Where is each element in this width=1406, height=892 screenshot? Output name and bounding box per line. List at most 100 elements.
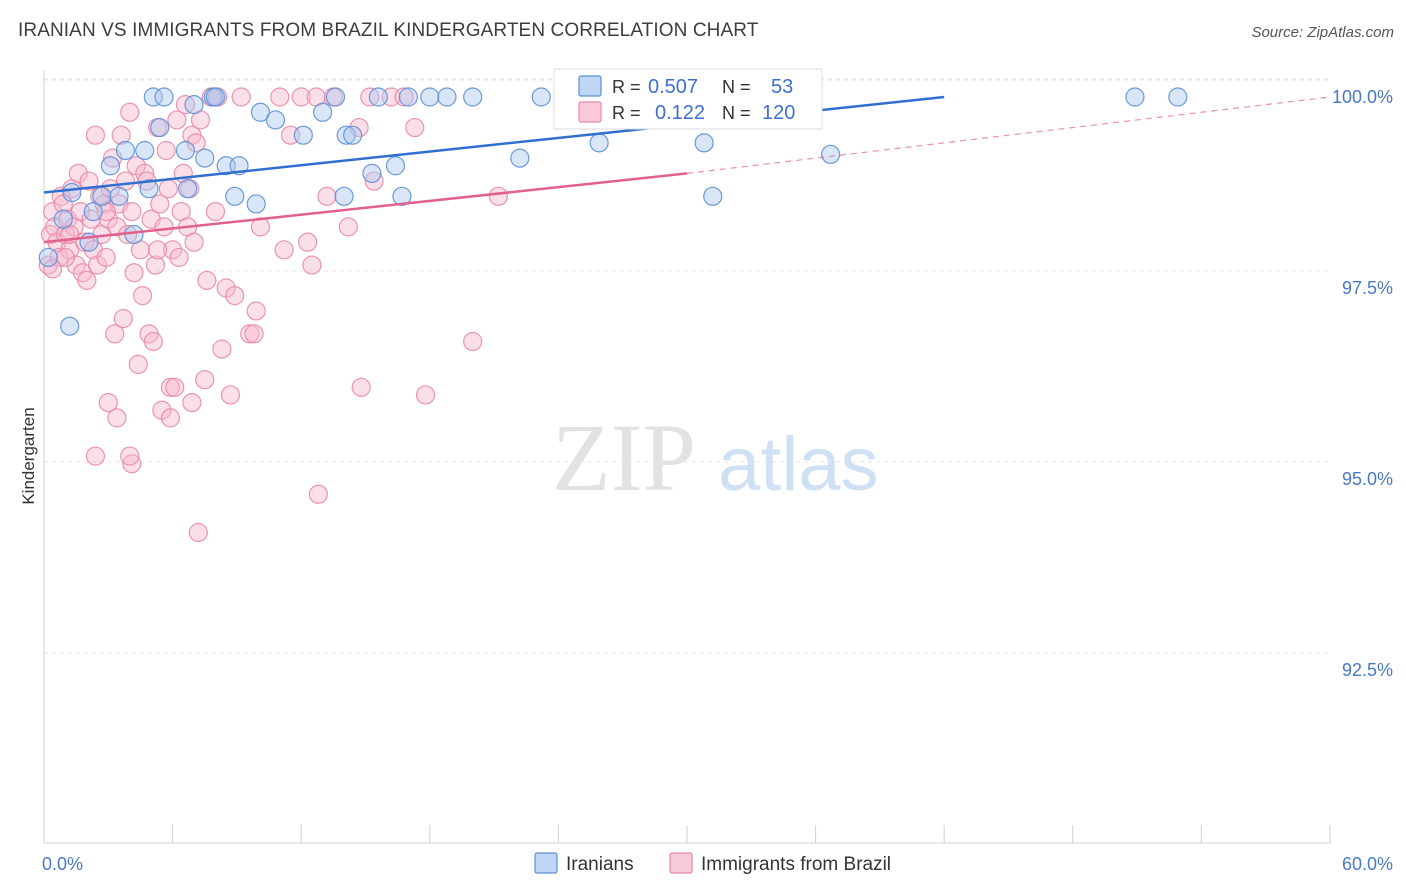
brazil-point[interactable] — [163, 240, 183, 260]
iranian-point[interactable] — [293, 125, 313, 145]
brazil-point[interactable] — [156, 140, 176, 161]
brazil-point[interactable] — [195, 370, 215, 390]
brazil-point[interactable] — [143, 331, 163, 352]
brazil-point[interactable] — [220, 385, 241, 405]
brazil-point[interactable] — [165, 377, 185, 397]
brazil-point[interactable] — [405, 117, 425, 138]
brazil-point[interactable] — [274, 240, 294, 260]
iranian-point[interactable] — [313, 102, 333, 122]
brazil-point[interactable] — [128, 354, 148, 374]
iranian-point[interactable] — [398, 87, 418, 107]
iranian-point[interactable] — [38, 247, 58, 268]
brazil-point[interactable] — [160, 408, 181, 428]
iranian-point[interactable] — [362, 163, 382, 183]
iranian-point[interactable] — [392, 186, 412, 206]
brazil-point[interactable] — [364, 171, 384, 191]
brazil-point[interactable] — [122, 202, 142, 222]
brazil-point[interactable] — [81, 209, 101, 229]
iranian-point[interactable] — [589, 133, 609, 153]
iranian-point[interactable] — [510, 148, 530, 168]
brazil-point[interactable] — [154, 217, 174, 237]
brazil-point[interactable] — [182, 393, 202, 413]
iranian-point[interactable] — [1125, 87, 1145, 107]
iranian-point[interactable] — [139, 179, 159, 199]
brazil-point[interactable] — [160, 377, 181, 397]
iranian-point[interactable] — [83, 202, 103, 222]
iranian-point[interactable] — [53, 209, 73, 229]
brazil-point[interactable] — [79, 171, 99, 191]
brazil-point[interactable] — [158, 179, 178, 199]
iranian-point[interactable] — [225, 186, 245, 206]
iranian-point[interactable] — [420, 87, 440, 107]
iranian-point[interactable] — [246, 194, 266, 214]
brazil-point[interactable] — [132, 286, 153, 306]
iranian-point[interactable] — [100, 156, 121, 176]
brazil-point[interactable] — [212, 339, 232, 359]
iranian-point[interactable] — [150, 117, 170, 138]
brazil-point[interactable] — [463, 331, 483, 352]
brazil-point[interactable] — [291, 87, 311, 107]
brazil-point[interactable] — [270, 87, 290, 107]
brazil-point[interactable] — [113, 308, 133, 329]
brazil-point[interactable] — [105, 324, 125, 344]
brazil-point[interactable] — [317, 186, 337, 206]
brazil-point[interactable] — [120, 446, 140, 466]
iranian-point[interactable] — [463, 87, 483, 107]
bottom-legend-label-brazil[interactable]: Immigrants from Brazil — [701, 854, 891, 875]
brazil-point[interactable] — [184, 232, 204, 252]
iranian-point[interactable] — [178, 179, 198, 199]
brazil-point[interactable] — [302, 255, 322, 275]
brazil-point[interactable] — [298, 232, 318, 252]
brazil-point[interactable] — [98, 393, 118, 413]
iranian-point[interactable] — [195, 148, 215, 168]
iranian-point[interactable] — [115, 140, 136, 161]
iranian-point[interactable] — [62, 182, 82, 203]
brazil-point[interactable] — [394, 87, 414, 107]
iranian-point[interactable] — [135, 140, 155, 161]
iranian-point[interactable] — [184, 95, 204, 115]
iranian-point[interactable] — [265, 110, 286, 130]
iranian-point[interactable] — [143, 87, 163, 107]
brazil-point[interactable] — [77, 270, 97, 290]
iranian-point[interactable] — [175, 140, 196, 161]
brazil-point[interactable] — [96, 247, 116, 268]
brazil-point[interactable] — [107, 408, 127, 428]
iranian-point[interactable] — [821, 144, 841, 164]
iranian-point[interactable] — [343, 125, 363, 145]
iranian-point[interactable] — [205, 87, 226, 107]
brazil-point[interactable] — [167, 110, 187, 130]
brazil-point[interactable] — [188, 522, 208, 543]
brazil-point[interactable] — [244, 324, 264, 344]
brazil-point[interactable] — [49, 247, 69, 268]
iranian-point[interactable] — [109, 186, 129, 206]
iranian-point[interactable] — [368, 87, 388, 107]
iranian-point[interactable] — [385, 156, 406, 176]
brazil-point[interactable] — [122, 454, 142, 474]
bottom-legend-label-iranians[interactable]: Iranians — [566, 854, 634, 875]
brazil-point[interactable] — [85, 446, 106, 466]
brazil-point[interactable] — [338, 217, 358, 237]
brazil-point[interactable] — [231, 87, 251, 107]
brazil-point[interactable] — [124, 263, 144, 283]
bottom-legend-swatch-brazil[interactable] — [669, 852, 693, 874]
iranian-point[interactable] — [334, 186, 354, 206]
brazil-point[interactable] — [150, 194, 170, 214]
iranian-point[interactable] — [60, 316, 80, 336]
iranian-point[interactable] — [250, 102, 271, 122]
brazil-point[interactable] — [169, 247, 189, 268]
brazil-point[interactable] — [68, 163, 88, 183]
brazil-point[interactable] — [415, 385, 436, 405]
iranian-point[interactable] — [124, 224, 144, 245]
brazil-point[interactable] — [246, 301, 266, 321]
brazil-point[interactable] — [205, 202, 226, 222]
brazil-point[interactable] — [42, 259, 63, 279]
iranian-point[interactable] — [437, 87, 457, 107]
brazil-point[interactable] — [120, 102, 140, 122]
iranian-point[interactable] — [336, 125, 356, 145]
brazil-point[interactable] — [107, 217, 127, 237]
brazil-point[interactable] — [42, 202, 63, 222]
brazil-point[interactable] — [197, 270, 217, 290]
brazil-point[interactable] — [308, 484, 328, 504]
brazil-point[interactable] — [225, 286, 245, 306]
brazil-point[interactable] — [240, 324, 260, 344]
